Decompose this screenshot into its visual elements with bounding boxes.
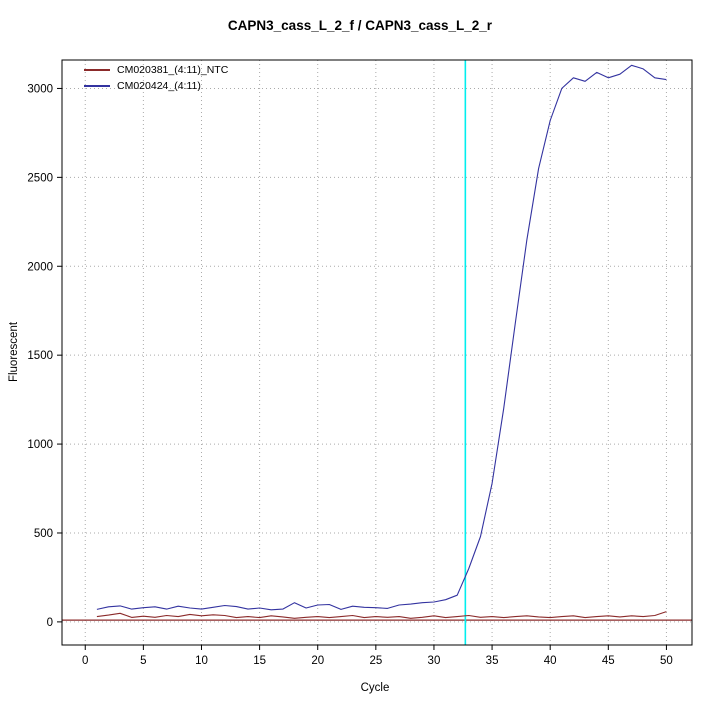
legend-line-swatch-sample <box>84 85 110 87</box>
svg-text:5: 5 <box>140 655 146 667</box>
svg-text:20: 20 <box>311 655 324 667</box>
svg-text:1500: 1500 <box>27 350 53 362</box>
legend-label-ntc: CM020381_(4:11)_NTC <box>117 64 229 76</box>
svg-text:0: 0 <box>47 617 53 629</box>
legend-label-sample: CM020424_(4:11) <box>117 80 201 92</box>
legend: CM020381_(4:11)_NTC CM020424_(4:11) <box>84 63 228 93</box>
svg-text:50: 50 <box>660 655 673 667</box>
svg-text:25: 25 <box>369 655 382 667</box>
svg-text:40: 40 <box>544 655 557 667</box>
svg-text:500: 500 <box>34 528 53 540</box>
svg-text:0: 0 <box>82 655 88 667</box>
svg-text:1000: 1000 <box>27 439 53 451</box>
y-axis-label: Fluorescent <box>8 321 20 383</box>
x-axis-label: Cycle <box>360 682 390 694</box>
svg-text:35: 35 <box>486 655 499 667</box>
legend-item-ntc: CM020381_(4:11)_NTC <box>84 63 228 77</box>
legend-item-sample: CM020424_(4:11) <box>84 79 228 93</box>
svg-text:2500: 2500 <box>27 172 53 184</box>
svg-text:30: 30 <box>428 655 441 667</box>
svg-text:15: 15 <box>253 655 266 667</box>
svg-text:3000: 3000 <box>27 83 53 95</box>
chart-title: CAPN3_cass_L_2_f / CAPN3_cass_L_2_r <box>227 18 493 33</box>
legend-line-swatch-ntc <box>84 69 110 71</box>
svg-text:2000: 2000 <box>27 261 53 273</box>
svg-text:45: 45 <box>602 655 615 667</box>
svg-text:10: 10 <box>195 655 208 667</box>
